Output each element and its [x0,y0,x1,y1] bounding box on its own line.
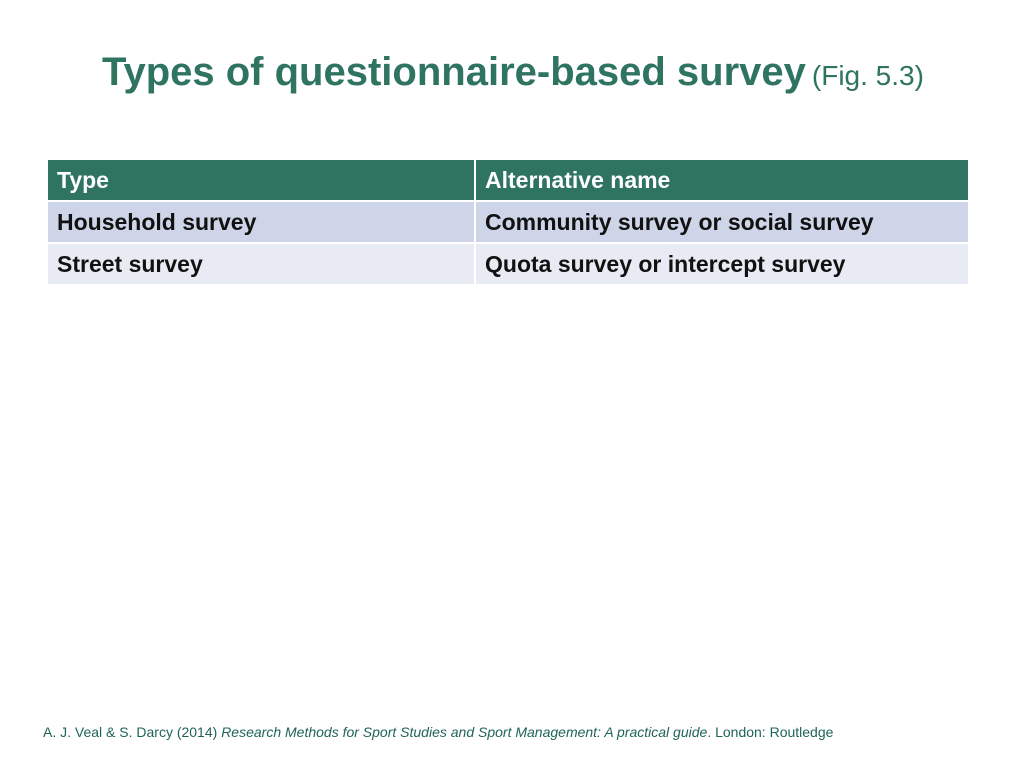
table-cell-type: Street survey [46,242,476,286]
citation-authors-year: A. J. Veal & S. Darcy (2014) [43,724,218,740]
table-row: Street survey Quota survey or intercept … [46,242,970,286]
table-cell-alternative-name: Community survey or social survey [474,200,970,244]
table-cell-type: Household survey [46,200,476,244]
slide-title: Types of questionnaire-based survey (Fig.… [102,52,924,92]
figure-reference: (Fig. 5.3) [811,60,924,91]
table-header-type: Type [46,158,476,202]
slide-title-main: Types of questionnaire-based survey [102,50,806,94]
source-citation: A. J. Veal & S. Darcy (2014) Research Me… [43,724,833,740]
table-cell-alternative-name: Quota survey or intercept survey [474,242,970,286]
table-row: Household survey Community survey or soc… [46,200,970,244]
citation-publisher: . London: Routledge [707,724,834,740]
table-header-row: Type Alternative name [46,158,970,202]
citation-book-title: Research Methods for Sport Studies and S… [221,724,708,740]
table-header-alternative-name: Alternative name [474,158,970,202]
survey-types-table: Type Alternative name Household survey C… [46,158,970,286]
